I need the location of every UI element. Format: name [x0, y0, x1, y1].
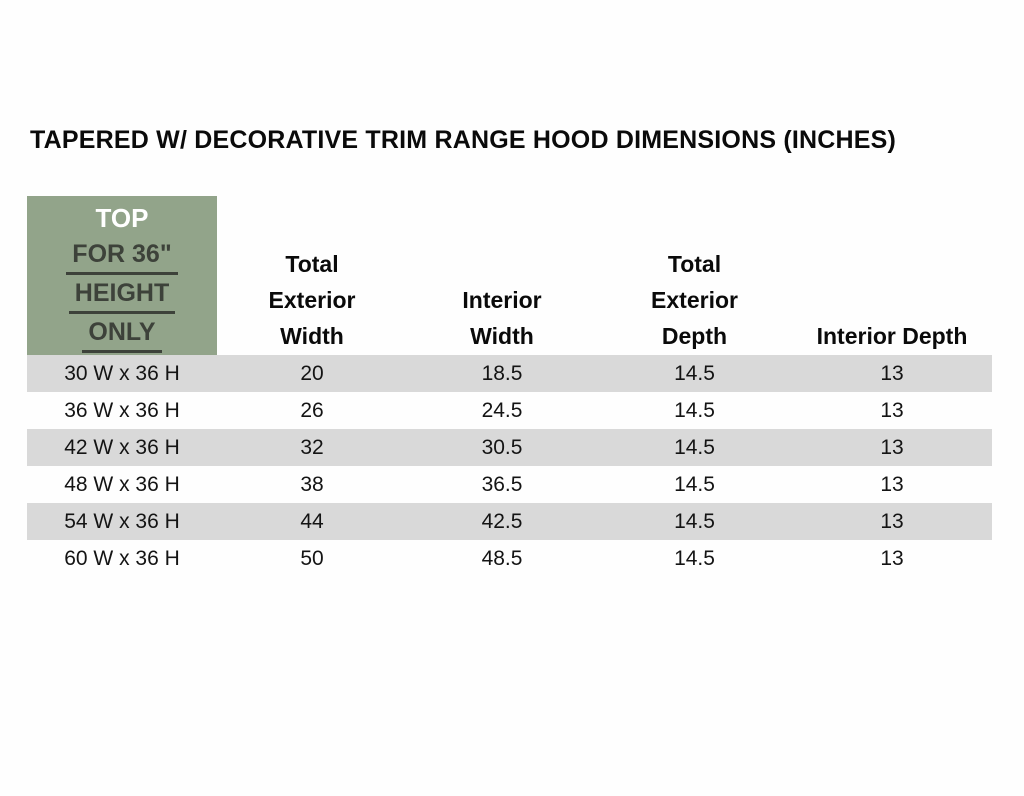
- column-header-total-exterior-depth: Total Exterior Depth: [651, 251, 738, 349]
- table-row: 60 W x 36 H 50 48.5 14.5 13: [27, 540, 992, 577]
- column-header-total-exterior-width: Total Exterior Width: [268, 251, 356, 349]
- interior-depth-cell: 13: [880, 361, 904, 385]
- total-exterior-width-cell: 38: [300, 472, 324, 496]
- corner-note-box: TOP FOR 36" HEIGHT ONLY: [27, 196, 217, 355]
- total-exterior-width-cell: 44: [300, 509, 324, 533]
- total-exterior-width-cell: 50: [300, 546, 324, 570]
- dimensions-table: TOP FOR 36" HEIGHT ONLY Total Exterior W…: [27, 196, 992, 577]
- column-header-interior-depth: Interior Depth: [816, 323, 968, 349]
- page-title: TAPERED W/ DECORATIVE TRIM RANGE HOOD DI…: [30, 126, 897, 154]
- interior-width-cell: 30.5: [481, 435, 523, 459]
- model-size-cell: 36 W x 36 H: [64, 398, 180, 422]
- model-size-cell: 48 W x 36 H: [64, 472, 180, 496]
- interior-depth-cell: 13: [880, 546, 904, 570]
- model-size-cell: 42 W x 36 H: [64, 435, 180, 459]
- total-exterior-depth-cell: 14.5: [674, 361, 715, 385]
- corner-note-line: ONLY: [82, 317, 162, 353]
- interior-depth-cell: 13: [880, 472, 904, 496]
- interior-depth-cell: 13: [880, 398, 904, 422]
- table-row: 54 W x 36 H 44 42.5 14.5 13: [27, 503, 992, 540]
- table-row: 30 W x 36 H 20 18.5 14.5 13: [27, 355, 992, 392]
- total-exterior-depth-cell: 14.5: [674, 509, 715, 533]
- model-size-cell: 30 W x 36 H: [64, 361, 180, 385]
- interior-width-cell: 42.5: [481, 509, 523, 533]
- model-size-cell: 54 W x 36 H: [64, 509, 180, 533]
- model-size-cell: 60 W x 36 H: [64, 546, 180, 570]
- total-exterior-depth-cell: 14.5: [674, 398, 715, 422]
- interior-width-cell: 36.5: [481, 472, 523, 496]
- total-exterior-depth-cell: 14.5: [674, 472, 715, 496]
- column-header-interior-width: Interior Width: [462, 287, 542, 349]
- table-row: 42 W x 36 H 32 30.5 14.5 13: [27, 429, 992, 466]
- interior-width-cell: 18.5: [481, 361, 523, 385]
- table-row: 36 W x 36 H 26 24.5 14.5 13: [27, 392, 992, 429]
- total-exterior-width-cell: 26: [300, 398, 324, 422]
- interior-width-cell: 48.5: [481, 546, 523, 570]
- corner-note-top-label: TOP: [95, 203, 149, 233]
- table-header-row: TOP FOR 36" HEIGHT ONLY Total Exterior W…: [27, 196, 992, 355]
- interior-depth-cell: 13: [880, 435, 904, 459]
- table-row: 48 W x 36 H 38 36.5 14.5 13: [27, 466, 992, 503]
- total-exterior-width-cell: 20: [300, 361, 324, 385]
- interior-depth-cell: 13: [880, 509, 904, 533]
- total-exterior-width-cell: 32: [300, 435, 324, 459]
- interior-width-cell: 24.5: [481, 398, 523, 422]
- total-exterior-depth-cell: 14.5: [674, 546, 715, 570]
- corner-note-line: FOR 36": [66, 239, 178, 275]
- corner-note-line: HEIGHT: [68, 278, 176, 314]
- total-exterior-depth-cell: 14.5: [674, 435, 715, 459]
